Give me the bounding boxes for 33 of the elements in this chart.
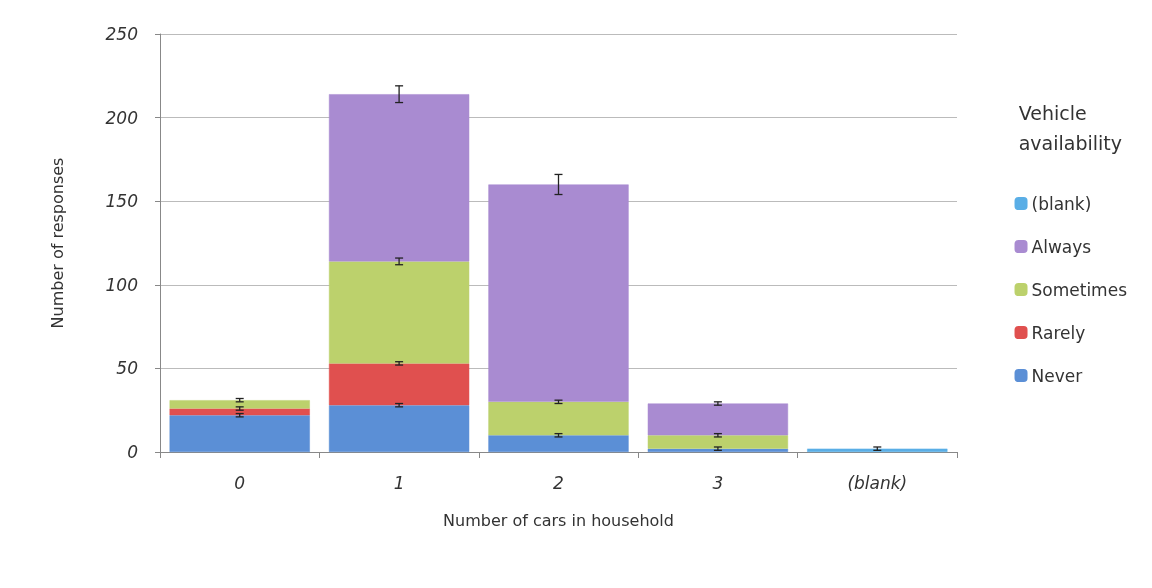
x-axis-title: Number of cars in household (443, 510, 674, 530)
legend-label: Sometimes (1031, 279, 1128, 300)
bar (488, 435, 629, 452)
y-axis-title: Number of responses (47, 157, 67, 329)
legend-title: Vehicle availability (1018, 102, 1123, 154)
bar (328, 363, 470, 406)
x-tick-label: 3 (712, 472, 724, 493)
y-tick-label: 150 (105, 191, 138, 212)
y-tick-label: 0 (127, 442, 138, 462)
x-tick-label: 2 (553, 472, 564, 493)
legend-label: Never (1031, 365, 1083, 386)
bar (807, 448, 948, 452)
bar (328, 261, 470, 364)
x-tick-label: (blank) (847, 472, 908, 493)
legend-label: Rarely (1031, 322, 1086, 343)
bar (169, 400, 310, 409)
legend-label: (blank) (1031, 193, 1092, 214)
bar (169, 408, 310, 416)
bar (169, 415, 310, 452)
legend-label: Always (1031, 236, 1092, 257)
bar (647, 448, 789, 452)
bar (328, 94, 470, 262)
bar (328, 405, 470, 452)
bar (647, 435, 789, 449)
bar (647, 403, 789, 436)
y-tick-label: 250 (105, 24, 138, 44)
x-tick-label: 0 (234, 472, 246, 493)
x-tick-label: 1 (393, 472, 405, 493)
bar (488, 184, 629, 402)
y-tick-label: 50 (116, 358, 138, 379)
y-tick-label: 100 (105, 274, 138, 295)
y-tick-label: 200 (105, 107, 138, 128)
bar (488, 401, 629, 436)
